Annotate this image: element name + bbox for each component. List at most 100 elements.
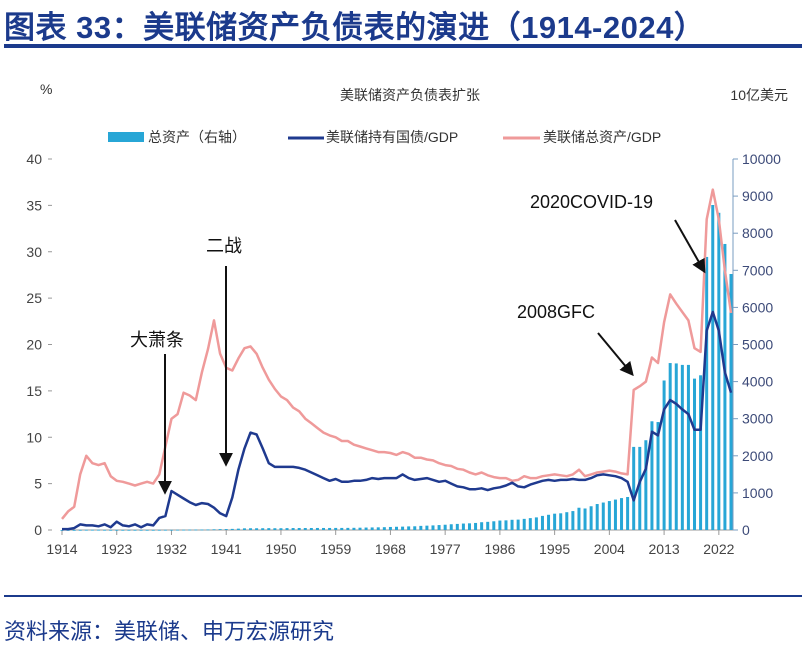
right-y-tick-label: 1000	[742, 485, 773, 501]
bar-total-assets	[425, 525, 429, 530]
left-y-tick-label: 10	[26, 429, 42, 445]
annotation-ww2: 二战	[206, 236, 242, 256]
left-y-tick-label: 5	[34, 476, 42, 492]
bar-total-assets	[626, 496, 630, 530]
x-tick-label: 1959	[320, 541, 351, 557]
right-y-tick-label: 0	[742, 522, 750, 538]
left-y-tick-label: 0	[34, 522, 42, 538]
annotation-arrow	[674, 219, 706, 274]
left-axis-unit: %	[40, 81, 52, 97]
bar-total-assets	[559, 513, 563, 530]
bar-total-assets	[109, 529, 113, 531]
bar-total-assets	[437, 525, 441, 530]
bar-total-assets	[157, 529, 161, 531]
bar-total-assets	[461, 523, 465, 530]
bar-total-assets	[376, 527, 380, 530]
source-note: 资料来源：美联储、申万宏源研究	[4, 619, 335, 644]
bar-total-assets	[516, 519, 520, 530]
bar-total-assets	[206, 529, 210, 531]
bar-total-assets	[607, 501, 611, 530]
bar-total-assets	[455, 523, 459, 530]
chart-title: 美联储资产负债表扩张	[340, 87, 480, 103]
bar-total-assets	[121, 529, 125, 531]
x-tick-label: 1977	[430, 541, 461, 557]
legend: 总资产（右轴） 美联储持有国债/GDP 美联储总资产/GDP	[108, 129, 661, 145]
right-y-tick-label: 2000	[742, 448, 773, 464]
bar-total-assets	[182, 529, 186, 531]
bar-total-assets	[218, 529, 222, 530]
bar-total-assets	[194, 529, 198, 531]
bar-total-assets	[224, 529, 228, 530]
bar-total-assets	[656, 422, 660, 530]
bar-total-assets	[680, 364, 684, 530]
bar-total-assets	[650, 421, 654, 530]
bar-total-assets	[285, 528, 289, 530]
bar-total-assets	[443, 524, 447, 530]
bar-total-assets	[534, 517, 538, 530]
bar-total-assets	[571, 511, 575, 530]
bar-total-assets	[644, 440, 648, 530]
bar-total-assets	[315, 527, 319, 530]
x-tick-label: 1923	[101, 541, 132, 557]
bar-total-assets	[419, 525, 423, 530]
right-y-tick-label: 3000	[742, 411, 773, 427]
bar-total-assets	[115, 529, 119, 531]
x-tick-label: 2004	[594, 541, 625, 557]
line-treasury-gdp	[62, 310, 733, 531]
x-tick-label: 1914	[46, 541, 77, 557]
bar-total-assets	[90, 529, 94, 531]
bar-total-assets	[212, 529, 216, 531]
axes: 1914 1923 1932 1941 1950 1959 1968 1977 1986 1995…	[26, 151, 781, 557]
bar-total-assets	[139, 529, 143, 531]
left-y-tick-label: 35	[26, 197, 42, 213]
bar-total-assets	[279, 528, 283, 530]
bar-total-assets	[522, 518, 526, 530]
bar-total-assets	[711, 205, 715, 530]
bar-total-assets	[72, 529, 76, 531]
bar-total-assets	[565, 512, 569, 530]
bar-total-assets	[188, 529, 192, 531]
bar-total-assets	[267, 528, 271, 530]
x-tick-label: 1986	[484, 541, 515, 557]
bar-total-assets	[528, 518, 532, 530]
x-tick-label: 1941	[211, 541, 242, 557]
bar-total-assets	[480, 522, 484, 530]
bar-total-assets	[382, 527, 386, 530]
bar-total-assets	[662, 380, 666, 530]
bar-total-assets	[127, 529, 131, 531]
bar-total-assets	[163, 529, 167, 531]
bar-total-assets	[699, 375, 703, 530]
bar-total-assets	[431, 525, 435, 530]
legend-swatch-bars	[108, 132, 144, 142]
footer-divider	[4, 595, 802, 597]
bar-total-assets	[334, 527, 338, 530]
lines	[61, 188, 733, 531]
bar-total-assets	[583, 508, 587, 530]
bar-total-assets	[352, 527, 356, 530]
bar-total-assets	[705, 256, 709, 530]
bar-total-assets	[729, 274, 733, 530]
bar-total-assets	[103, 529, 107, 531]
bar-total-assets	[613, 499, 617, 530]
bar-total-assets	[620, 498, 624, 530]
annotation-great-depression: 大萧条	[130, 330, 184, 350]
left-y-tick-label: 25	[26, 290, 42, 306]
x-tick-label: 1968	[375, 541, 406, 557]
bar-total-assets	[322, 527, 326, 530]
x-tick-label: 1995	[539, 541, 570, 557]
bar-total-assets	[601, 502, 605, 530]
left-y-tick-label: 30	[26, 244, 42, 260]
bar-total-assets	[230, 528, 234, 530]
bar-total-assets	[96, 529, 100, 531]
bar-total-assets	[303, 527, 307, 530]
x-tick-label: 2022	[703, 541, 734, 557]
bar-total-assets	[358, 527, 362, 530]
bar-total-assets	[242, 528, 246, 530]
bar-total-assets	[297, 527, 301, 530]
bar-total-assets	[309, 527, 313, 530]
bar-total-assets	[328, 527, 332, 530]
bar-total-assets	[413, 526, 417, 530]
bar-total-assets	[449, 524, 453, 530]
bar-total-assets	[346, 527, 350, 530]
